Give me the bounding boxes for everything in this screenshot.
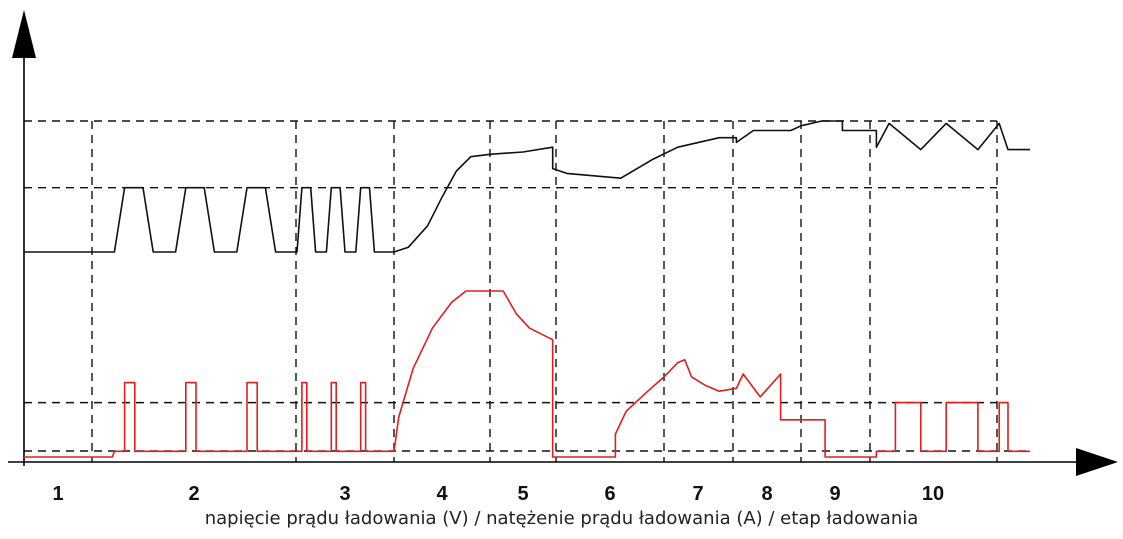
stage-grid [24, 120, 1030, 462]
stage-label-6: 6 [604, 483, 615, 505]
stage-label-4: 4 [436, 483, 448, 505]
axes [8, 10, 1118, 476]
stage-label-10: 10 [922, 483, 944, 505]
stage-label-7: 7 [692, 483, 703, 505]
stage-label-2: 2 [188, 483, 199, 505]
x-axis-arrow [1076, 448, 1118, 476]
y-axis-arrow [12, 10, 36, 58]
stage-label-8: 8 [761, 483, 772, 505]
chart-caption: napięcie prądu ładowania (V) / natężenie… [204, 508, 919, 529]
stage-label-5: 5 [517, 483, 528, 505]
stage-label-9: 9 [829, 483, 840, 505]
stage-label-1: 1 [52, 483, 63, 505]
series-lines [24, 120, 1030, 458]
stage-label-3: 3 [339, 483, 350, 505]
current-line [24, 290, 1030, 458]
stage-labels: 1 2 3 4 5 6 7 8 9 10 [52, 483, 944, 505]
voltage-line [24, 120, 1030, 253]
